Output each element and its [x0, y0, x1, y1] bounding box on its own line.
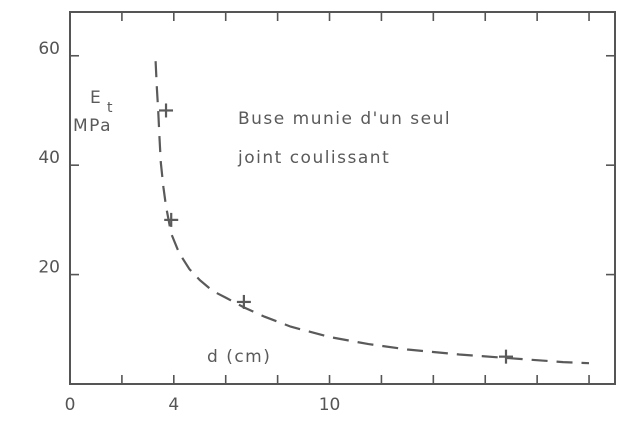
- y-tick-label-2: 60: [38, 39, 60, 59]
- x-tick-label-2: 4: [168, 395, 179, 415]
- x-tick-labels: 0 4 10: [65, 395, 341, 415]
- fit-curve: [154, 61, 590, 365]
- y-axis-label-symbol: E: [90, 88, 102, 108]
- data-point-3: [499, 349, 513, 364]
- plot-frame: [69, 11, 616, 385]
- data-point-0: [159, 103, 174, 118]
- x-tick-label-5: 10: [319, 395, 341, 415]
- x-axis-label: d (cm): [207, 347, 271, 367]
- axis-ticks: [70, 12, 615, 384]
- y-axis-label-unit: MPa: [73, 116, 112, 136]
- data-points: [159, 103, 513, 364]
- y-tick-labels: 20 40 60: [38, 39, 60, 278]
- y-tick-label-0: 20: [38, 258, 60, 278]
- y-tick-label-1: 40: [38, 148, 60, 168]
- annotation-line-1: Buse munie d'un seul: [238, 109, 451, 129]
- data-point-1: [164, 212, 179, 227]
- annotation-line-2: joint coulissant: [237, 148, 390, 168]
- y-axis-label-subscript: t: [107, 100, 114, 116]
- data-point-2: [236, 294, 251, 309]
- x-tick-label-0: 0: [65, 395, 76, 415]
